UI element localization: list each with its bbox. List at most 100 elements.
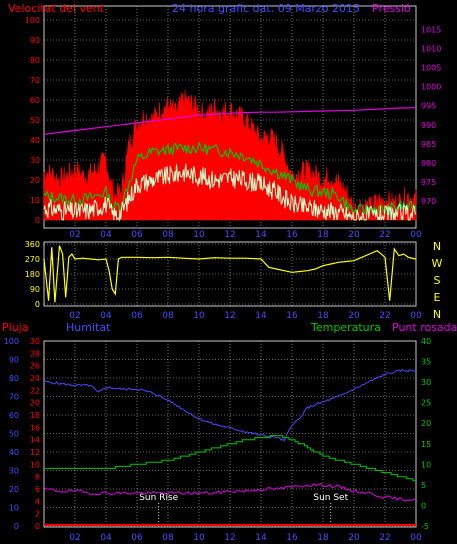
pressure-y-tick: 980 — [421, 159, 436, 168]
wind-x-tick: 02 — [69, 230, 80, 240]
dir-x-tick: 10 — [193, 311, 205, 321]
dir-x-tick: 12 — [224, 311, 235, 321]
wind-x-tick: 08 — [162, 230, 174, 240]
temp-y-tick: 40 — [421, 337, 431, 346]
humidity-y-tick: 20 — [9, 485, 19, 494]
dir-y-tick: 90 — [30, 285, 40, 294]
wind-y-tick: 100 — [25, 16, 40, 25]
rain-y-tick: 30 — [30, 337, 40, 346]
dir-x-tick: 18 — [317, 311, 329, 321]
dir-x-tick: 02 — [69, 311, 80, 321]
humidity-line — [43, 369, 417, 442]
climate-x-tick: 08 — [162, 533, 174, 543]
wind-x-tick: 12 — [224, 230, 235, 240]
rain-y-tick: 6 — [35, 485, 40, 494]
temp-y-tick: -5 — [421, 522, 429, 531]
wind-x-tick: 14 — [255, 230, 267, 240]
humidity-y-tick: 100 — [4, 337, 19, 346]
dir-x-tick: 06 — [131, 311, 143, 321]
wind-x-tick: 22 — [379, 230, 390, 240]
temp-y-tick: 30 — [421, 378, 431, 387]
rain-y-tick: 12 — [30, 448, 40, 457]
dir-x-tick: 20 — [348, 311, 360, 321]
pressure-y-tick: 985 — [421, 140, 436, 149]
climate-x-tick: 02 — [69, 533, 80, 543]
temp-y-tick: 35 — [421, 358, 431, 367]
rain-y-tick: 18 — [30, 411, 40, 420]
sun-marker-label: Sun Set — [313, 493, 348, 503]
wind-x-tick: 04 — [100, 230, 112, 240]
rain-y-tick: 22 — [30, 386, 40, 395]
wind-y-tick: 70 — [30, 76, 40, 85]
wind-y-tick: 30 — [30, 156, 40, 165]
climate-x-tick: 04 — [100, 533, 112, 543]
wind-direction-line — [43, 245, 417, 303]
pressure-y-tick: 975 — [421, 178, 436, 187]
dir-y-tick: 0 — [35, 300, 40, 309]
dir-x-tick: 16 — [286, 311, 298, 321]
pressure-y-tick: 1015 — [421, 26, 441, 35]
humidity-y-tick: 10 — [9, 504, 19, 513]
dir-x-tick: 08 — [162, 311, 174, 321]
temperature-line — [44, 435, 416, 482]
pressure-y-tick: 1005 — [421, 64, 441, 73]
humidity-y-tick: 40 — [9, 448, 19, 457]
rain-y-tick: 0 — [35, 522, 40, 531]
rain-y-tick: 4 — [35, 497, 40, 506]
climate-x-tick: 22 — [379, 533, 390, 543]
rain-label: Pluja — [2, 321, 28, 334]
wind-x-tick: 20 — [348, 230, 360, 240]
dir-compass-label: N — [433, 308, 441, 321]
climate-x-tick: 12 — [224, 533, 235, 543]
humidity-y-tick: 60 — [9, 411, 19, 420]
rain-y-tick: 10 — [30, 460, 40, 469]
temp-y-tick: 5 — [421, 481, 426, 490]
humidity-y-tick: 30 — [9, 467, 19, 476]
wind-y-tick: 80 — [30, 56, 40, 65]
humidity-y-tick: 70 — [9, 393, 19, 402]
dir-x-tick: 22 — [379, 311, 390, 321]
wind-x-tick: 18 — [317, 230, 329, 240]
dewpoint-label: Punt rosada — [392, 321, 457, 334]
dir-compass-label: S — [434, 274, 441, 287]
pressure-label: Pressió — [372, 2, 411, 15]
wind-y-tick: 20 — [30, 176, 40, 185]
wind-y-tick: 40 — [30, 136, 40, 145]
humidity-y-tick: 90 — [9, 356, 19, 365]
wind-x-tick: 00 — [410, 230, 422, 240]
wind-x-tick: 06 — [131, 230, 143, 240]
wind-y-tick: 50 — [30, 116, 40, 125]
temp-y-tick: 20 — [421, 419, 431, 428]
humidity-label: Humitat — [66, 321, 111, 334]
pressure-y-tick: 995 — [421, 102, 436, 111]
dir-x-tick: 04 — [100, 311, 112, 321]
temperature-label: Temperatura — [310, 321, 381, 334]
climate-x-tick: 10 — [193, 533, 205, 543]
humidity-y-tick: 0 — [14, 522, 19, 531]
temp-y-tick: 0 — [421, 501, 426, 510]
humidity-y-tick: 80 — [9, 374, 19, 383]
pressure-line — [43, 107, 417, 135]
temp-y-tick: 25 — [421, 399, 431, 408]
pressure-y-tick: 1000 — [421, 83, 441, 92]
climate-x-tick: 18 — [317, 533, 329, 543]
sun-marker-label: Sun Rise — [139, 493, 178, 503]
dir-y-tick: 270 — [25, 255, 40, 264]
wind-y-tick: 60 — [30, 96, 40, 105]
rain-y-tick: 24 — [30, 374, 40, 383]
pressure-y-tick: 990 — [421, 121, 436, 130]
wind-y-tick: 10 — [30, 196, 40, 205]
chart-marks: 0102030405060708090100970975980985990995… — [4, 6, 443, 543]
temp-y-tick: 10 — [421, 460, 431, 469]
rain-y-tick: 26 — [30, 362, 40, 371]
wind-min-line — [43, 163, 417, 222]
climate-x-tick: 00 — [410, 533, 422, 543]
rain-y-tick: 16 — [30, 423, 40, 432]
dir-x-tick: 14 — [255, 311, 267, 321]
wind-y-tick: 90 — [30, 36, 40, 45]
climate-x-tick: 20 — [348, 533, 360, 543]
dir-compass-label: N — [433, 240, 441, 253]
rain-y-tick: 20 — [30, 399, 40, 408]
